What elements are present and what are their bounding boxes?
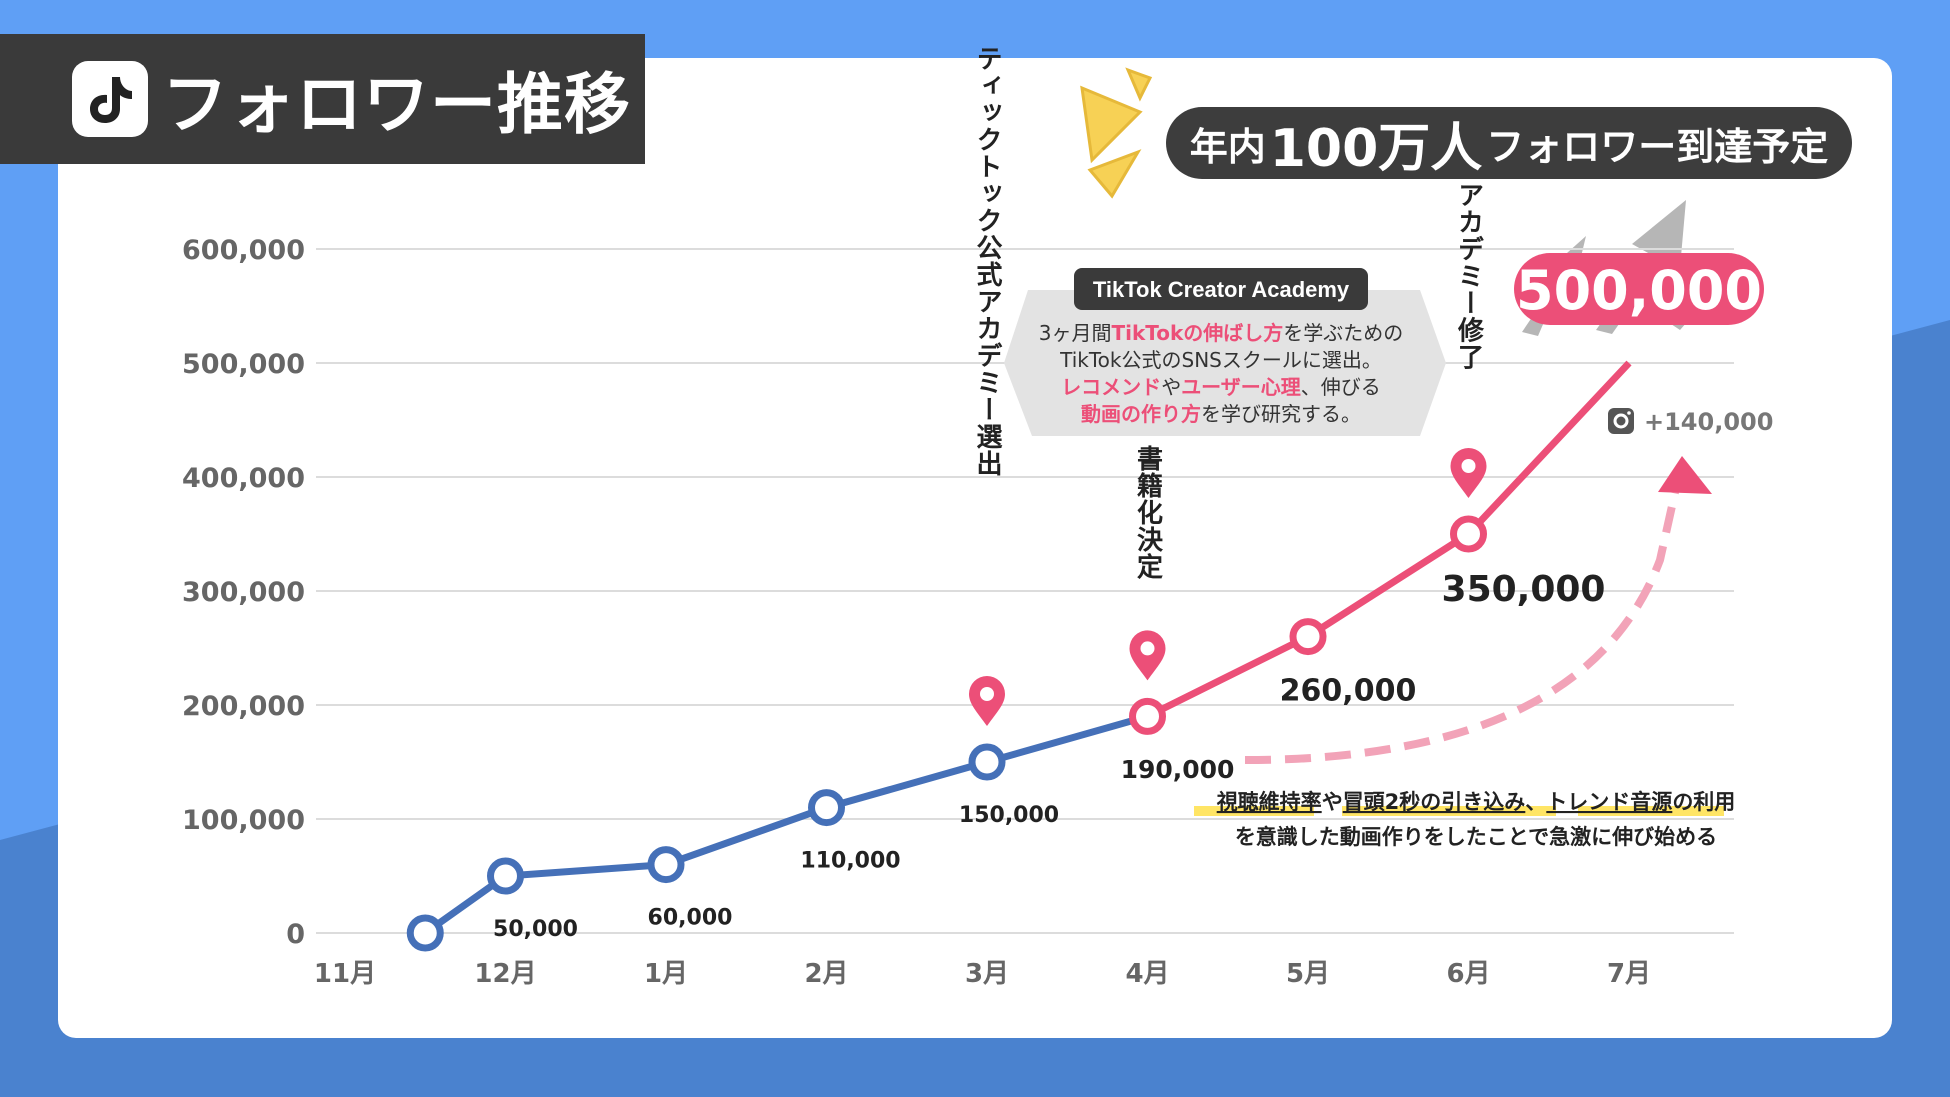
chart-card: [58, 58, 1892, 1038]
instagram-delta: +140,000: [1608, 408, 1773, 436]
academy-label-bg: [1074, 268, 1368, 310]
y-tick-label: 500,000: [182, 349, 305, 380]
event-marker: アカデミー修了: [1450, 182, 1487, 498]
title-bar: フォロワー推移: [0, 34, 645, 164]
y-tick-label: 0: [286, 919, 305, 950]
x-tick-label: 1月: [644, 959, 688, 989]
academy-text-line: レコメンドやユーザー心理、伸びる: [1061, 375, 1381, 399]
point-label: 350,000: [1442, 569, 1606, 610]
data-point: [968, 743, 1006, 781]
x-tick-label: 2月: [804, 959, 848, 989]
data-point: [1129, 697, 1166, 735]
projection-arrowhead: [1658, 456, 1712, 494]
highlight-mark: [1342, 806, 1556, 816]
point-label: 50,000: [493, 917, 578, 942]
note-line-2: を意識した動画作りをしたことで急激に伸び始める: [1235, 825, 1717, 849]
point-label: 260,000: [1280, 674, 1417, 709]
data-point: [808, 789, 845, 827]
academy-text-line: 3ヶ月間TikTokの伸ばし方を学ぶための: [1039, 321, 1404, 345]
y-tick-label: 300,000: [182, 577, 305, 608]
data-point: [406, 914, 444, 952]
projection-dashed-line: [1244, 487, 1680, 764]
x-tick-label: 12月: [474, 959, 536, 989]
instagram-delta-text: +140,000: [1644, 408, 1773, 436]
event-label: 書籍化決定: [1133, 445, 1163, 580]
point-label: 190,000: [1121, 755, 1235, 784]
goal-suffix: フォロワー到達予定: [1486, 124, 1829, 169]
goal-number: 100万人: [1269, 118, 1483, 179]
event-marker: ティックトック公式アカデミー選出: [969, 45, 1005, 726]
y-tick-label: 600,000: [182, 235, 305, 266]
series-line-pink: [1145, 360, 1632, 720]
x-tick-label: 3月: [965, 959, 1009, 989]
academy-label: TikTok Creator Academy: [1093, 277, 1350, 302]
point-label: 500,000: [1516, 259, 1762, 322]
event-label: ティックトック公式アカデミー選出: [972, 45, 1002, 477]
data-point: [1450, 515, 1487, 553]
goal-badge: 年内 100万人 フォロワー到達予定: [1166, 107, 1852, 179]
point-label: 60,000: [648, 906, 733, 931]
x-tick-label: 6月: [1446, 959, 1490, 989]
note-line-1: 視聴維持率や冒頭2秒の引き込み、トレンド音源の利用: [1216, 790, 1736, 814]
y-tick-label: 400,000: [182, 463, 305, 494]
point-label: 110,000: [800, 849, 900, 874]
y-tick-label: 100,000: [182, 805, 305, 836]
data-point: [647, 846, 685, 884]
tiktok-icon: [72, 61, 148, 137]
highlight-mark: [1578, 806, 1724, 816]
x-tick-label: 7月: [1607, 959, 1651, 989]
data-point: [487, 857, 524, 895]
instagram-icon: [1608, 408, 1634, 434]
academy-text-line: TikTok公式のSNSスクールに選出。: [1059, 348, 1382, 372]
x-tick-label: 4月: [1125, 959, 1169, 989]
sparkle-icon: [1080, 67, 1153, 199]
x-tick-label: 11月: [314, 959, 376, 989]
goal-prefix: 年内: [1189, 124, 1266, 169]
point-label: 150,000: [959, 803, 1059, 828]
event-label: アカデミー修了: [1454, 182, 1485, 371]
y-tick-label: 200,000: [182, 691, 305, 722]
page-title: フォロワー推移: [162, 66, 631, 143]
highlight-mark: [1194, 806, 1314, 816]
data-point: [1289, 618, 1327, 656]
x-tick-label: 5月: [1286, 959, 1330, 989]
academy-callout: TikTok Creator Academy 3ヶ月間TikTokの伸ばし方を学…: [1004, 268, 1446, 436]
event-marker: 書籍化決定: [1129, 445, 1166, 681]
academy-text-line: 動画の作り方を学び研究する。: [1081, 402, 1361, 426]
peak-badge: [1514, 253, 1764, 325]
growth-note: 視聴維持率や冒頭2秒の引き込み、トレンド音源の利用を意識した動画作りをしたことで…: [1194, 790, 1735, 849]
